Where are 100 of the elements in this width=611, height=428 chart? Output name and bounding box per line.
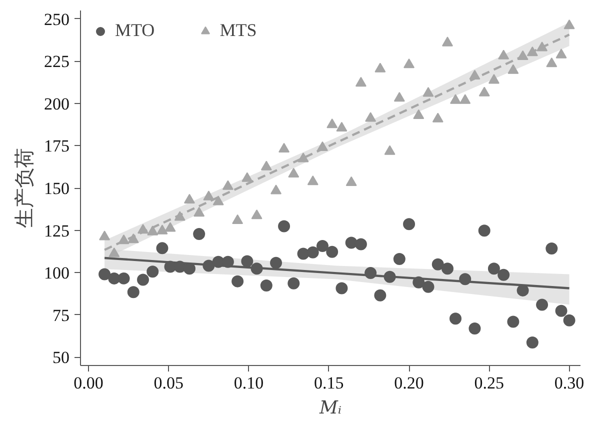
- point: [260, 280, 272, 292]
- point: [364, 267, 377, 280]
- point: [526, 46, 538, 56]
- point: [270, 256, 282, 269]
- point: [526, 336, 538, 348]
- point: [316, 141, 328, 151]
- x-tick-label: 0.10: [234, 374, 264, 392]
- point: [278, 220, 290, 232]
- point: [404, 58, 415, 68]
- point: [507, 316, 520, 328]
- point: [432, 112, 444, 122]
- point: [354, 238, 367, 250]
- point: [184, 194, 195, 204]
- y-tick-label: 150: [44, 179, 70, 198]
- point: [147, 226, 158, 236]
- point: [212, 196, 224, 206]
- point: [450, 312, 462, 325]
- point: [442, 36, 453, 46]
- x-tick-label: 0.15: [314, 374, 344, 392]
- point: [336, 282, 348, 294]
- point: [478, 86, 490, 96]
- point: [517, 50, 528, 60]
- point: [99, 230, 110, 240]
- point: [326, 246, 338, 258]
- y-axis-title: 生产负荷: [12, 148, 36, 228]
- point: [202, 260, 215, 272]
- point: [193, 228, 206, 240]
- point: [393, 253, 406, 265]
- point: [156, 242, 168, 254]
- point: [108, 247, 120, 258]
- point: [316, 240, 328, 252]
- point: [232, 214, 244, 224]
- x-tick-label: 0.25: [474, 374, 504, 392]
- point: [128, 233, 139, 244]
- point: [203, 190, 214, 200]
- point: [137, 274, 149, 286]
- point: [345, 236, 358, 249]
- y-tick-label: 200: [44, 94, 70, 114]
- point: [394, 92, 405, 102]
- x-tick-label: 0.05: [154, 374, 184, 392]
- point: [241, 255, 254, 268]
- point: [412, 276, 425, 288]
- point: [384, 270, 396, 283]
- point: [564, 19, 575, 30]
- point: [468, 322, 481, 334]
- x-tick-label: 0.00: [74, 374, 104, 392]
- x-tick-label: 0.30: [554, 374, 584, 392]
- point: [432, 258, 444, 270]
- point: [422, 87, 434, 97]
- point: [288, 168, 300, 178]
- y-tick-label: 75: [52, 306, 70, 325]
- point: [298, 152, 309, 162]
- point: [164, 222, 176, 232]
- y-tick-label: 50: [52, 348, 70, 368]
- point: [460, 94, 471, 104]
- point: [546, 57, 558, 68]
- point: [413, 109, 424, 120]
- y-tick-label: 100: [44, 264, 70, 283]
- point: [374, 289, 386, 302]
- point: [355, 76, 366, 87]
- point: [508, 64, 519, 74]
- point: [118, 234, 130, 244]
- point: [469, 70, 480, 80]
- point: [546, 242, 558, 255]
- x-axis-title: Mᵢ: [318, 398, 342, 418]
- point: [307, 175, 318, 186]
- point: [174, 260, 186, 273]
- point: [108, 272, 120, 284]
- point: [270, 184, 282, 194]
- point: [306, 246, 319, 258]
- point: [146, 266, 159, 278]
- point: [156, 224, 168, 234]
- point: [336, 122, 348, 132]
- x-tick-label: 0.20: [394, 374, 424, 392]
- point: [374, 62, 386, 72]
- point: [260, 160, 272, 170]
- point: [365, 112, 376, 122]
- point: [563, 314, 576, 326]
- point: [288, 277, 300, 290]
- point: [326, 118, 338, 128]
- point: [194, 206, 205, 217]
- point: [488, 262, 500, 275]
- point: [251, 209, 262, 220]
- point: [488, 74, 500, 84]
- point: [422, 280, 434, 293]
- point: [118, 272, 130, 284]
- point: [212, 256, 224, 268]
- point: [278, 142, 290, 153]
- point: [450, 94, 461, 104]
- point: [250, 262, 263, 275]
- point: [536, 298, 548, 311]
- point: [346, 176, 357, 186]
- point: [478, 224, 490, 237]
- point: [459, 273, 472, 286]
- point: [384, 145, 396, 155]
- point: [441, 262, 454, 275]
- point: [555, 304, 568, 317]
- y-tick-label: 225: [44, 52, 70, 72]
- point: [232, 275, 244, 288]
- y-tick-label: 250: [44, 10, 70, 29]
